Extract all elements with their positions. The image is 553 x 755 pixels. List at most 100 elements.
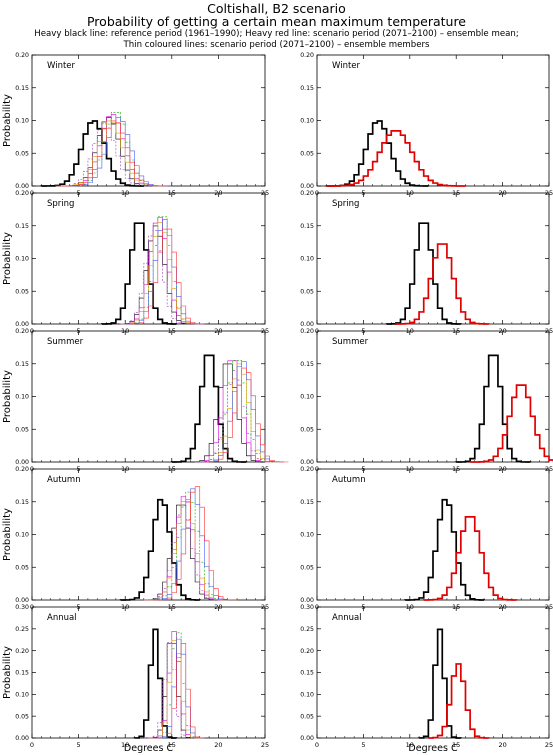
plot-frame (316, 468, 550, 601)
ensemble-member-line (120, 222, 201, 325)
season-label: Annual (47, 613, 77, 623)
x-tick-label: 20 (214, 741, 222, 749)
y-tick-label: 0.20 (15, 52, 29, 59)
x-tick-label: 0 (30, 741, 34, 749)
ensemble-member-line (143, 504, 224, 601)
ensemble-member-line (59, 120, 168, 187)
y-tick-label: 0.10 (300, 394, 314, 401)
y-tick-label: 0.00 (300, 597, 314, 604)
y-tick-label: 0.15 (15, 223, 29, 230)
x-tick-label: 10 (406, 741, 414, 749)
season-label: Summer (332, 337, 369, 347)
y-tick-label: 0.00 (15, 321, 29, 328)
reference-line (133, 628, 178, 739)
y-tick-label: 0.05 (300, 288, 314, 295)
y-tick-label: 0.05 (300, 426, 314, 433)
ensemble-member-line (124, 219, 205, 325)
x-tick-label: 25 (545, 741, 553, 749)
plot-frame (316, 54, 550, 187)
scenario-mean-line (422, 515, 518, 601)
y-tick-label: 0.05 (15, 713, 29, 720)
reference-line (101, 222, 178, 325)
y-tick-label: 0.15 (15, 361, 29, 368)
ensemble-member-line (148, 491, 229, 601)
ensemble-member-line (115, 225, 196, 325)
y-tick-label: 0.20 (300, 648, 314, 655)
y-tick-label: 0.10 (15, 394, 29, 401)
x-tick-label: 5 (361, 741, 365, 749)
y-tick-label: 0.10 (300, 256, 314, 263)
y-tick-label: 0.20 (300, 328, 314, 335)
y-tick-label: 0.00 (300, 321, 314, 328)
scenario-mean-line (469, 384, 553, 463)
reference-line (385, 222, 462, 325)
y-tick-label: 0.10 (15, 692, 29, 699)
season-label: Annual (332, 613, 362, 623)
y-tick-label: 0.10 (15, 532, 29, 539)
ensemble-member-line (143, 496, 224, 601)
y-axis-title: Probability (2, 232, 13, 285)
plot-frame (31, 54, 266, 187)
x-tick-label: 5 (77, 741, 81, 749)
chart-subtitle: Probability of getting a certain mean ma… (86, 14, 467, 29)
ensemble-member-line (152, 486, 238, 601)
ensemble-member-line (120, 216, 201, 325)
ensemble-member-line (152, 488, 233, 601)
y-tick-label: 0.00 (300, 735, 314, 742)
y-tick-label: 0.05 (300, 713, 314, 720)
ensemble-member-line (204, 367, 289, 463)
y-tick-label: 0.30 (15, 604, 29, 611)
y-tick-label: 0.10 (15, 118, 29, 125)
y-tick-label: 0.20 (300, 190, 314, 197)
ensemble-member-line (143, 642, 196, 739)
y-tick-label: 0.00 (300, 183, 314, 190)
y-tick-label: 0.15 (300, 361, 314, 368)
plot-frame (31, 468, 266, 601)
y-tick-label: 0.00 (15, 597, 29, 604)
y-tick-label: 0.15 (15, 85, 29, 92)
y-tick-label: 0.05 (15, 564, 29, 571)
plot-frame (31, 330, 266, 463)
legend-note-2: Thin coloured lines: scenario period (20… (123, 40, 430, 50)
y-tick-label: 0.20 (300, 466, 314, 473)
y-tick-label: 0.20 (15, 466, 29, 473)
y-tick-label: 0.10 (300, 118, 314, 125)
x-tick-label: 25 (261, 741, 269, 749)
x-tick-label: 0 (315, 741, 319, 749)
season-label: Spring (332, 199, 359, 209)
y-tick-label: 0.05 (15, 288, 29, 295)
reference-line (40, 120, 145, 187)
y-tick-label: 0.15 (300, 223, 314, 230)
y-tick-label: 0.15 (300, 670, 314, 677)
x-tick-label: 10 (121, 741, 129, 749)
x-tick-label: 15 (452, 741, 460, 749)
ensemble-member-line (157, 643, 205, 739)
season-label: Winter (332, 61, 361, 71)
y-tick-label: 0.05 (15, 426, 29, 433)
y-tick-label: 0.20 (15, 328, 29, 335)
ensemble-member-line (115, 230, 191, 325)
y-tick-label: 0.15 (300, 499, 314, 506)
y-tick-label: 0.30 (300, 604, 314, 611)
y-tick-label: 0.00 (15, 459, 29, 466)
x-axis-title-left: Degrees C (124, 743, 174, 754)
reference-line (119, 498, 201, 601)
season-label: Autumn (332, 475, 366, 485)
legend-note-1: Heavy black line: reference period (1961… (34, 29, 519, 39)
reference-line (418, 628, 462, 739)
y-axis-title: Probability (2, 94, 13, 147)
y-tick-label: 0.00 (300, 459, 314, 466)
y-tick-label: 0.20 (15, 648, 29, 655)
y-tick-label: 0.15 (15, 670, 29, 677)
y-tick-label: 0.05 (300, 150, 314, 157)
y-tick-label: 0.15 (300, 85, 314, 92)
y-tick-label: 0.25 (300, 626, 314, 633)
y-tick-label: 0.10 (15, 256, 29, 263)
ensemble-member-line (199, 363, 280, 463)
ensemble-member-line (129, 228, 205, 325)
reference-line (404, 498, 485, 601)
y-axis-title: Probability (2, 646, 13, 699)
y-axis-title: Probability (2, 370, 13, 423)
y-tick-label: 0.00 (15, 735, 29, 742)
